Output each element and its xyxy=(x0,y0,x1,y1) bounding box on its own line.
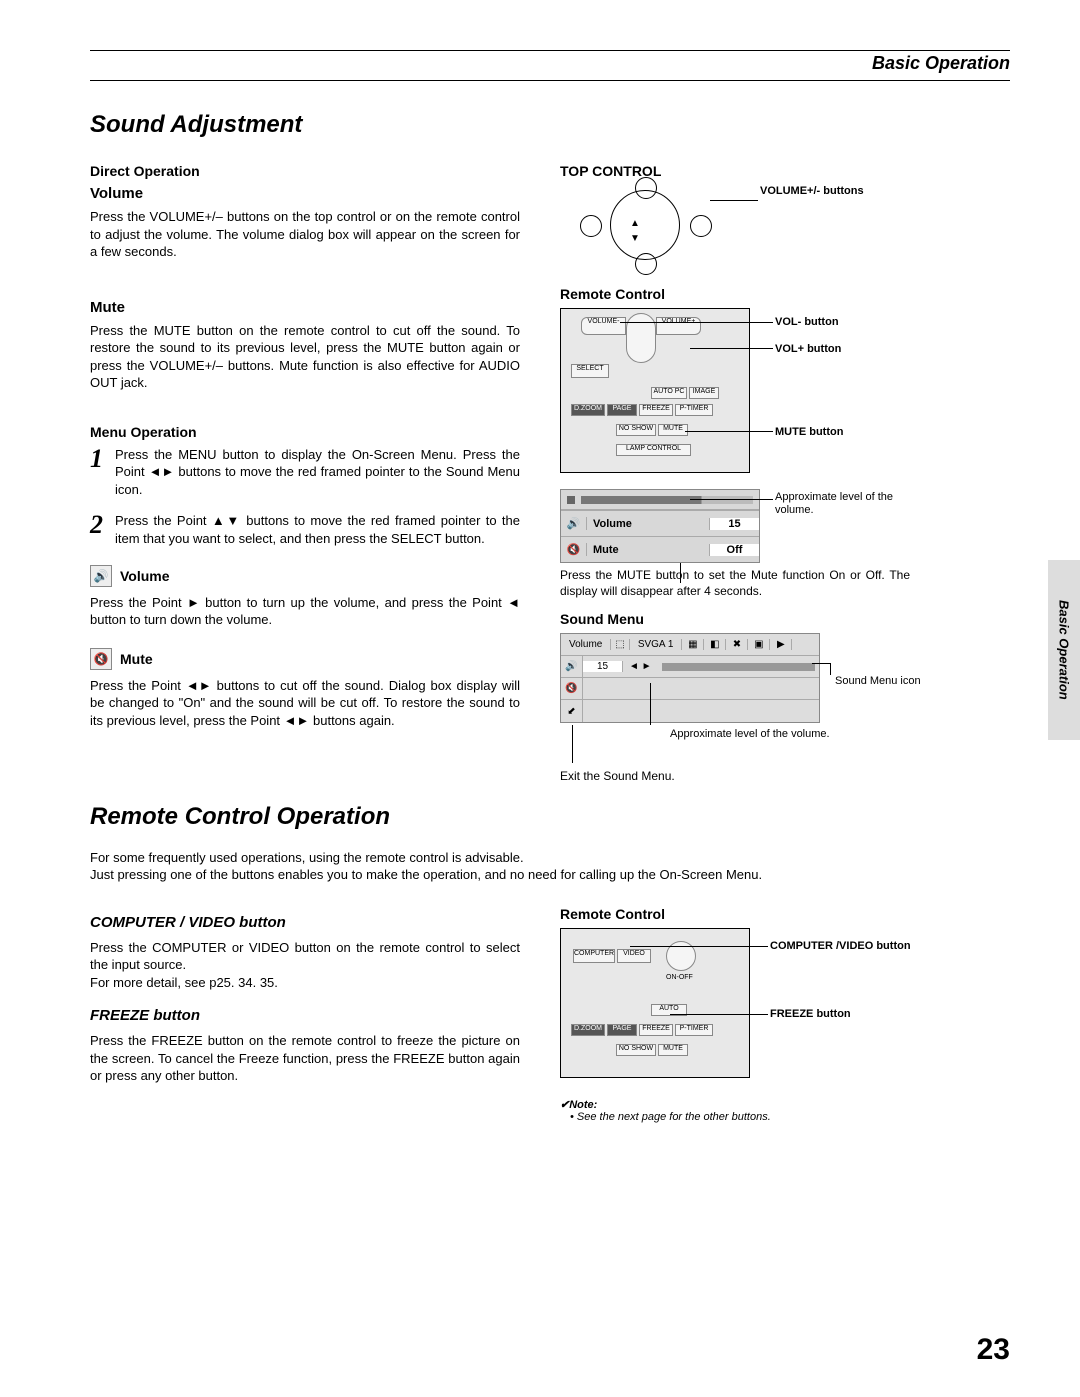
step-1-number: 1 xyxy=(90,446,103,499)
mute-function-note: Press the MUTE button to set the Mute fu… xyxy=(560,567,910,599)
volume-buttons-callout: VOLUME+/- buttons xyxy=(760,185,864,198)
page-number: 23 xyxy=(977,1333,1010,1367)
top-control-diagram: ▲ ▼ xyxy=(570,185,750,275)
computer-video-text: Press the COMPUTER or VIDEO button on th… xyxy=(90,939,520,992)
volume2-heading: Volume xyxy=(120,568,170,584)
dialog-mute-value: Off xyxy=(709,544,759,556)
remote-control-diagram-2: COMPUTER VIDEO ON-OFF AUTO D.ZOOM PAGE F… xyxy=(560,928,750,1078)
speaker-mute-icon: 🔇 xyxy=(561,543,587,556)
speaker-mute-icon: 🔇 xyxy=(561,678,583,699)
freeze-text: Press the FREEZE button on the remote co… xyxy=(90,1032,520,1085)
step-2-text: Press the Point ▲▼ buttons to move the r… xyxy=(115,512,520,547)
speaker-mute-icon: 🔇 xyxy=(90,648,112,670)
speaker-icon: 🔊 xyxy=(561,517,587,530)
sound-menu-label: Sound Menu xyxy=(560,611,1010,627)
volume-text: Press the VOLUME+/– buttons on the top c… xyxy=(90,208,520,261)
sound-menu-icon-label: Sound Menu icon xyxy=(835,675,925,688)
approx-level-label-2: Approximate level of the volume. xyxy=(670,728,830,741)
top-rule xyxy=(90,50,1010,51)
step-2-number: 2 xyxy=(90,512,103,547)
remote-op-intro: For some frequently used operations, usi… xyxy=(90,849,1010,884)
volume-dialog: 🔊 Volume 15 🔇 Mute Off xyxy=(560,489,760,563)
remote-control-label-2: Remote Control xyxy=(560,906,1010,922)
mute2-heading: Mute xyxy=(120,651,153,667)
step-1-text: Press the MENU button to display the On-… xyxy=(115,446,520,499)
section-title-sound: Sound Adjustment xyxy=(90,111,1010,139)
freeze-heading: FREEZE button xyxy=(90,1007,520,1024)
computer-video-callout: COMPUTER /VIDEO button xyxy=(770,940,920,953)
mute2-text: Press the Point ◄► buttons to cut off th… xyxy=(90,677,520,730)
vol-plus-callout: VOL+ button xyxy=(775,343,841,356)
volume2-text: Press the Point ► button to turn up the … xyxy=(90,594,520,629)
freeze-button-callout: FREEZE button xyxy=(770,1008,851,1021)
direct-operation-label: Direct Operation xyxy=(90,163,520,179)
note-body: • See the next page for the other button… xyxy=(560,1111,1010,1123)
vol-minus-callout: VOL- button xyxy=(775,316,839,329)
dialog-volume-label: Volume xyxy=(587,518,709,530)
volume-heading: Volume xyxy=(90,185,520,202)
menu-operation-label: Menu Operation xyxy=(90,424,520,440)
side-tab: Basic Operation xyxy=(1048,560,1080,740)
speaker-icon: 🔊 xyxy=(561,656,583,677)
top-control-label: TOP CONTROL xyxy=(560,163,1010,179)
dialog-volume-value: 15 xyxy=(709,518,759,530)
page-header: Basic Operation xyxy=(90,53,1010,81)
approx-level-label: Approximate level of the volume. xyxy=(775,491,915,517)
speaker-icon: 🔊 xyxy=(90,565,112,587)
note-heading: ✔Note: xyxy=(560,1098,1010,1111)
exit-icon: ⬋ xyxy=(561,700,583,722)
computer-video-heading: COMPUTER / VIDEO button xyxy=(90,914,520,931)
remote-control-label: Remote Control xyxy=(560,286,1010,302)
mute-heading: Mute xyxy=(90,299,520,316)
section-title-remote: Remote Control Operation xyxy=(90,803,1010,831)
exit-sound-menu-label: Exit the Sound Menu. xyxy=(560,768,1010,784)
sound-menu-diagram: Volume ⬚ SVGA 1 ▦◧✖▣▶ 🔊 15 ◄ ► 🔇 xyxy=(560,633,820,723)
dialog-mute-label: Mute xyxy=(587,544,709,556)
mute-button-callout: MUTE button xyxy=(775,426,843,439)
remote-control-diagram: VOLUME- VOLUME+ SELECT AUTO PC IMAGE D.Z… xyxy=(560,308,750,473)
mute-text: Press the MUTE button on the remote cont… xyxy=(90,322,520,392)
